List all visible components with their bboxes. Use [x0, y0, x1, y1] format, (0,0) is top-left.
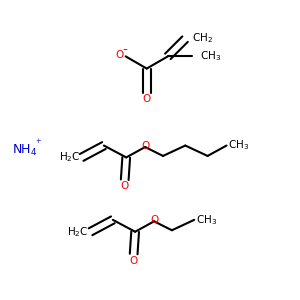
- Text: O: O: [141, 140, 149, 151]
- Text: CH$_2$: CH$_2$: [193, 31, 214, 45]
- Text: CH$_3$: CH$_3$: [196, 213, 217, 227]
- Text: $^{+}$: $^{+}$: [35, 139, 42, 148]
- Text: NH$_4$: NH$_4$: [13, 142, 38, 158]
- Text: O: O: [121, 181, 129, 191]
- Text: O: O: [115, 50, 123, 61]
- Text: H$_2$C: H$_2$C: [58, 151, 80, 164]
- Text: O: O: [130, 256, 138, 266]
- Text: CH$_3$: CH$_3$: [200, 50, 221, 63]
- Text: O: O: [142, 94, 151, 104]
- Text: H$_2$C: H$_2$C: [68, 225, 89, 238]
- Text: CH$_3$: CH$_3$: [228, 139, 249, 152]
- Text: $^{-}$: $^{-}$: [122, 45, 128, 54]
- Text: O: O: [150, 215, 158, 225]
